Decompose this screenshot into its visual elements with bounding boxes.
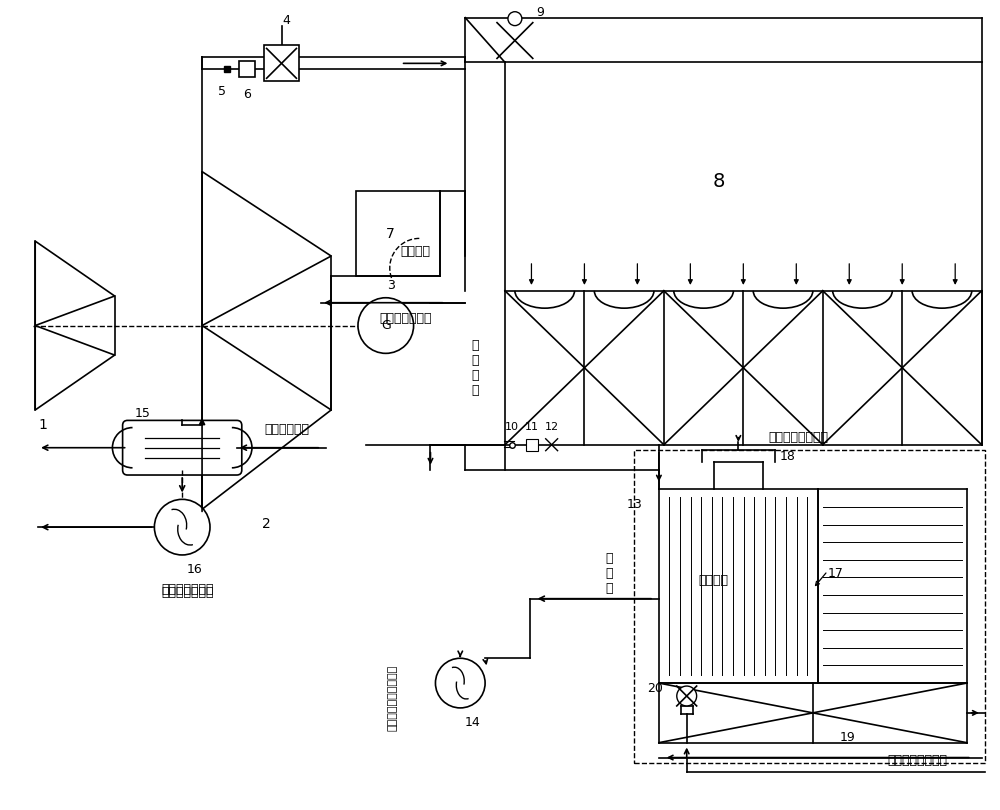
Circle shape [154, 499, 210, 555]
Text: 至主机抽真空系统: 至主机抽真空系统 [768, 431, 828, 444]
Circle shape [358, 298, 414, 353]
Text: 16: 16 [186, 564, 202, 577]
Text: 5: 5 [218, 85, 226, 98]
Polygon shape [35, 326, 115, 410]
Text: 3: 3 [387, 279, 395, 292]
Bar [634, 450, 985, 762]
Text: 排汽管道: 排汽管道 [401, 245, 431, 258]
Text: 8: 8 [712, 172, 725, 191]
Circle shape [508, 11, 522, 26]
FancyBboxPatch shape [123, 420, 242, 475]
Text: 13: 13 [626, 498, 642, 511]
Text: 19: 19 [840, 731, 855, 744]
Bar [239, 62, 255, 77]
Text: 18: 18 [780, 450, 796, 463]
Text: 14: 14 [464, 716, 480, 729]
Text: 循环冷却水补水来: 循环冷却水补水来 [887, 754, 947, 767]
Text: 凝结水出: 凝结水出 [699, 574, 729, 587]
Text: 热网循环水来: 热网循环水来 [264, 424, 309, 437]
Text: 11: 11 [525, 422, 539, 432]
Text: 1: 1 [39, 418, 48, 432]
Text: 凝结水回主机热力系统: 凝结水回主机热力系统 [388, 665, 398, 731]
Text: 回主机热力系统: 回主机热力系统 [379, 312, 432, 325]
Bar [356, 191, 440, 276]
Text: 回主机热力系统: 回主机热力系统 [161, 586, 213, 599]
Text: 10: 10 [505, 422, 519, 432]
Text: 回主机热力系统: 回主机热力系统 [161, 583, 213, 596]
Text: G: G [381, 319, 391, 332]
Text: 7: 7 [385, 227, 394, 241]
Bar [526, 439, 538, 450]
Text: 4: 4 [283, 14, 290, 28]
Text: 17: 17 [828, 567, 844, 580]
Text: 12: 12 [545, 422, 559, 432]
Text: 20: 20 [647, 681, 663, 694]
Polygon shape [202, 326, 331, 509]
Text: 凝
结
水
来: 凝 结 水 来 [471, 339, 479, 397]
Bar [264, 45, 299, 81]
Text: 15: 15 [135, 407, 150, 420]
Polygon shape [35, 241, 115, 326]
Circle shape [435, 659, 485, 708]
Polygon shape [202, 172, 331, 326]
Text: 2: 2 [262, 517, 271, 531]
Text: 排
汽
来: 排 汽 来 [605, 552, 613, 595]
Text: 6: 6 [243, 87, 251, 100]
Circle shape [677, 686, 697, 706]
Text: 9: 9 [536, 6, 544, 19]
